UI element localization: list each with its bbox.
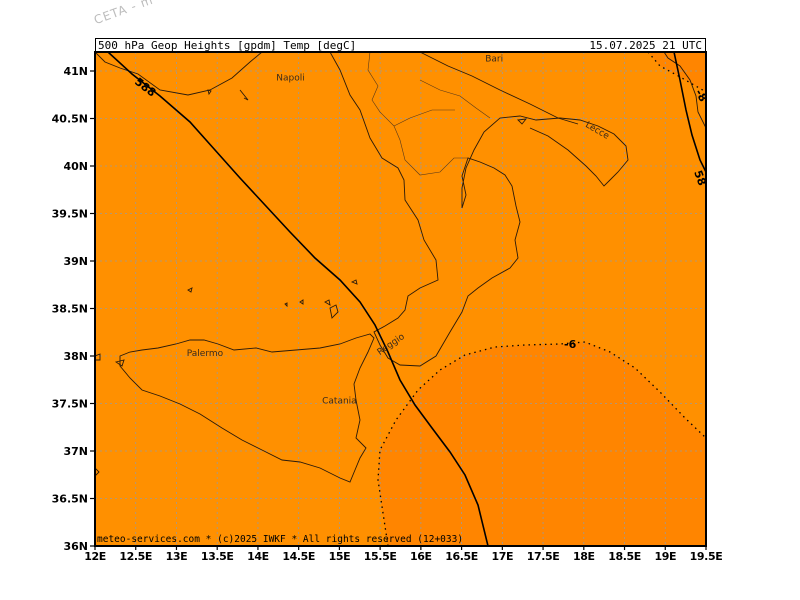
border-1: [367, 52, 395, 127]
coast-albania: [663, 52, 706, 129]
lat-label: 40.5N: [52, 113, 88, 126]
lat-label: 37N: [63, 445, 88, 458]
lat-label: 39.5N: [52, 208, 88, 221]
map-frame: [94, 51, 707, 547]
island-7: [114, 359, 125, 367]
lon-label: 13E: [166, 550, 188, 563]
island-1: [329, 304, 339, 319]
lon-label: 15E: [329, 550, 351, 563]
border-3: [419, 79, 491, 119]
city-label-catania: Catania: [322, 397, 357, 407]
coastlines: [95, 52, 706, 483]
island-8: [95, 353, 101, 361]
warm-shade-top-right: [648, 52, 706, 92]
chart-title: 500_hPa_Geop_Heights_[gpdm]_Temp_[degC]: [98, 39, 357, 52]
lon-label: 17E: [492, 550, 514, 563]
island-9: [95, 467, 100, 477]
region-borders: [367, 52, 491, 176]
lon-label: 14.5E: [282, 550, 315, 563]
lon-label: 17.5E: [527, 550, 560, 563]
valid-time: 15.07.2025 21 UTC: [589, 39, 702, 52]
temp-label-minus8: -8: [692, 87, 709, 104]
lat-label: 39N: [63, 255, 88, 268]
lat-label: 38.5N: [52, 303, 88, 316]
island-3: [187, 287, 193, 293]
height-contour-588: [107, 52, 489, 546]
lat-label: 36.5N: [52, 493, 88, 506]
lat-label: 38N: [63, 350, 88, 363]
lon-label: 19E: [654, 550, 676, 563]
longitude-labels: 12E 12.5E 13E 13.5E 14E 14.5E 15E 15.5E 16E 16.5E…: [84, 550, 723, 563]
border-4: [393, 109, 455, 127]
lat-label: 36N: [63, 540, 88, 553]
copyright-footer: meteo-services.com * (c)2025 IWKF * All …: [97, 534, 464, 545]
lon-label: 16.5E: [445, 550, 478, 563]
lat-lon-grid: [95, 52, 706, 546]
warm-shade-area: [378, 342, 706, 546]
lon-label: 18.5E: [608, 550, 641, 563]
chart-header: 500_hPa_Geop_Heights_[gpdm]_Temp_[degC] …: [95, 38, 706, 52]
height-label-58x: 58: [691, 169, 708, 188]
border-2: [393, 125, 468, 176]
lat-label: 41N: [63, 65, 88, 78]
lat-label: 37.5N: [52, 398, 88, 411]
island-2: [324, 299, 331, 306]
lon-label: 12E: [84, 550, 106, 563]
island-4: [284, 302, 288, 308]
lon-label: 15.5E: [364, 550, 397, 563]
island-5: [299, 299, 304, 305]
contour-labels: 588 58 -6 -8: [132, 75, 710, 351]
lon-label: 12.5E: [119, 550, 152, 563]
coast-gulf: [239, 89, 249, 101]
axis-ticks: [90, 70, 707, 550]
city-label-napoli: Napoli: [276, 74, 304, 84]
coast-adriatic: [419, 52, 579, 125]
lon-label: 19.5E: [690, 550, 723, 563]
lon-label: 16E: [410, 550, 432, 563]
lon-label: 14E: [247, 550, 269, 563]
latitude-labels: 41N 40.5N 40N 39.5N 39N 38.5N 38N 37.5N 37N 36.5N…: [52, 65, 88, 553]
island-11: [517, 118, 528, 125]
city-label-bari: Bari: [485, 55, 503, 65]
lat-label: 40N: [63, 160, 88, 173]
city-label-palermo: Palermo: [187, 349, 224, 359]
lon-label: 18E: [573, 550, 595, 563]
coast-mainland: [95, 52, 263, 96]
island-6: [350, 279, 358, 285]
height-contour-58x: [673, 52, 706, 173]
lon-label: 13.5E: [201, 550, 234, 563]
temp-label-minus6: -6: [564, 338, 577, 351]
island-10: [207, 89, 212, 96]
coast-sicily: [119, 333, 375, 483]
coast-campania-calabria: [329, 52, 629, 367]
